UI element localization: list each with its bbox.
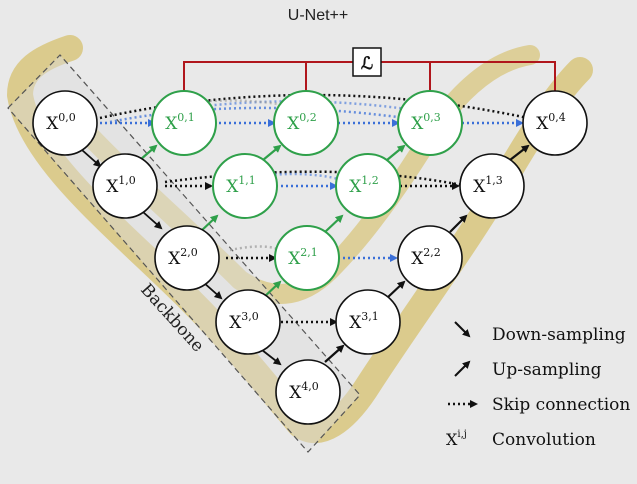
node-label: X1,1 [226, 174, 256, 197]
node-label: X0,1 [165, 111, 195, 134]
node-x01: X0,1 [151, 90, 217, 156]
legend-label-up-sampling: Up-sampling [492, 360, 602, 380]
node-circle [397, 90, 463, 156]
node-x13: X1,3 [459, 153, 525, 219]
legend-up-arrow-icon [454, 360, 471, 377]
legend-label-skip-connection: Skip connection [492, 395, 630, 415]
node-circle [273, 90, 339, 156]
node-circle [154, 225, 220, 291]
node-circle [212, 153, 278, 219]
node-circle [151, 90, 217, 156]
node-label: X0,3 [411, 111, 441, 134]
legend-label-down-sampling: Down-sampling [492, 325, 626, 345]
node-circle [335, 289, 401, 355]
node-x31: X3,1 [335, 289, 401, 355]
node-circle [397, 225, 463, 291]
nodes-layer: X0,0 X1,0 X2,0 X3,0 X4,0 X0,1 X1,1 X2,1 X0,2 X1,2… [32, 90, 588, 425]
node-x00: X0,0 [32, 90, 98, 156]
node-index: 2,2 [423, 246, 441, 259]
node-label: X2,0 [168, 246, 198, 269]
node-label: X3,0 [229, 310, 259, 333]
node-x12: X1,2 [335, 153, 401, 219]
node-circle [32, 90, 98, 156]
node-x21: X2,1 [274, 225, 340, 291]
node-label: X2,1 [288, 246, 318, 269]
node-x03: X0,3 [397, 90, 463, 156]
node-index: 1,0 [118, 174, 136, 187]
node-index: 3,0 [241, 310, 259, 323]
node-x20: X2,0 [154, 225, 220, 291]
node-circle [335, 153, 401, 219]
diagram-title: U-Net++ [288, 7, 348, 24]
node-label: X3,1 [349, 310, 379, 333]
node-label: X1,2 [349, 174, 379, 197]
node-index: 4,0 [301, 380, 319, 393]
node-x22: X2,2 [397, 225, 463, 291]
loss-symbol: ℒ [361, 54, 373, 74]
node-x10: X1,0 [92, 153, 158, 219]
node-index: 0,3 [423, 111, 441, 124]
node-index: 1,3 [485, 174, 503, 187]
node-circle [215, 289, 281, 355]
node-circle [92, 153, 158, 219]
node-x40: X4,0 [275, 359, 341, 425]
node-label: X2,2 [411, 246, 441, 269]
legend-label-convolution: Convolution [492, 430, 596, 450]
skip-arrows [100, 119, 524, 326]
node-index: 0,2 [299, 111, 317, 124]
node-index: 2,1 [300, 246, 318, 259]
node-x02: X0,2 [273, 90, 339, 156]
up-sampling-arrows [139, 144, 530, 363]
node-circle [275, 359, 341, 425]
node-index: 0,1 [177, 111, 195, 124]
node-index: 3,1 [361, 310, 379, 323]
node-index: 2,0 [180, 246, 198, 259]
loss-box [352, 47, 382, 77]
node-label: X1,3 [473, 174, 503, 197]
node-label: X0,4 [536, 111, 566, 134]
node-label: X1,0 [106, 174, 136, 197]
node-label: X0,0 [46, 111, 76, 134]
node-index: 0,4 [548, 111, 566, 124]
node-label: X4,0 [289, 380, 319, 403]
node-x30: X3,0 [215, 289, 281, 355]
node-index: 1,1 [238, 174, 256, 187]
node-label: X0,2 [287, 111, 317, 134]
node-x04: X0,4 [522, 90, 588, 156]
legend-conv-symbol: Xi,j [446, 429, 467, 449]
legend-down-arrow-icon [454, 321, 471, 338]
node-circle [274, 225, 340, 291]
node-index: 1,2 [361, 174, 379, 187]
node-index: 0,0 [58, 111, 76, 124]
legend: Down-sampling Up-sampling Skip connectio… [446, 321, 630, 450]
node-circle [522, 90, 588, 156]
node-circle [459, 153, 525, 219]
node-x11: X1,1 [212, 153, 278, 219]
